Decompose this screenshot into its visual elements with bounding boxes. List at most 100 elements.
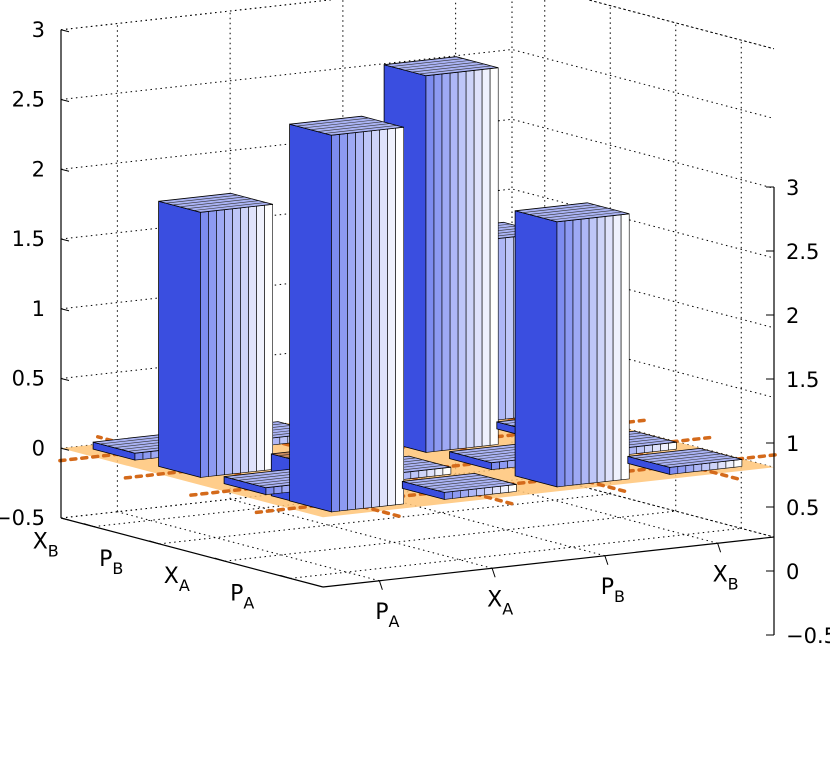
bar-face-front-stripe xyxy=(669,466,679,475)
bar-face-front-stripe xyxy=(588,217,598,484)
bar-face-front-stripe xyxy=(491,461,500,470)
bar-face-front-stripe xyxy=(395,126,405,506)
bar-face-front-stripe xyxy=(620,213,630,481)
col-tick xyxy=(378,580,383,590)
row-tick-label: PB xyxy=(99,547,123,578)
bar-top-stripe xyxy=(317,123,390,132)
bar-face-front-stripe xyxy=(265,486,275,495)
bar-top-stripe xyxy=(398,60,471,69)
bar-face-front-stripe xyxy=(134,451,144,461)
bar-face-front-stripe xyxy=(685,464,695,473)
bar-face-front-stripe xyxy=(483,486,493,496)
bar-face-front-stripe xyxy=(200,211,209,478)
bar-0-2 xyxy=(514,202,630,488)
bars xyxy=(92,56,743,513)
z-tick-left xyxy=(60,238,70,242)
bar-face-front-stripe xyxy=(489,67,499,446)
bar-top-stripe xyxy=(310,121,383,131)
grid-line-z xyxy=(60,118,775,189)
row-tick-label: PA xyxy=(230,581,254,612)
bar-face-front-stripe xyxy=(371,129,380,508)
bar-face-front-stripe xyxy=(142,451,152,460)
bar-face-front-stripe xyxy=(433,73,443,452)
bar-face-front-stripe xyxy=(347,132,356,511)
bar-top-stripe xyxy=(522,204,595,213)
bar-top-stripe xyxy=(165,194,238,204)
bar-face-front-stripe xyxy=(273,485,283,495)
col-axis-line xyxy=(322,536,775,588)
bar-top-stripe xyxy=(418,65,492,75)
row-tick xyxy=(280,574,291,579)
bar-face-front-stripe xyxy=(465,70,475,449)
grid-line-z xyxy=(60,0,775,50)
bar-face-front-stripe xyxy=(604,215,614,482)
bar-0-0 xyxy=(289,115,405,513)
bar-face-front-stripe xyxy=(475,487,485,497)
bar-face-front-stripe xyxy=(441,72,451,451)
bar-face-front-stripe xyxy=(331,134,340,513)
bar-face-front-stripe xyxy=(467,488,477,498)
row-axis-line xyxy=(60,517,324,588)
bar-face-front-stripe xyxy=(459,489,469,498)
z-tick-label-left: 0 xyxy=(32,436,45,460)
bar-top-stripe xyxy=(655,455,728,465)
bar-face-front-stripe xyxy=(677,465,687,474)
z-tick-label-left: 1 xyxy=(32,297,45,321)
z-tick-label-right: 3 xyxy=(786,176,799,200)
bar-face-front-stripe xyxy=(492,485,501,495)
grid-line-floor-row xyxy=(224,510,676,562)
grid-line-floor-row xyxy=(290,527,742,579)
axes-front xyxy=(60,29,775,635)
bar-top-stripe xyxy=(549,211,623,221)
bar-top-stripe xyxy=(416,476,489,486)
z-tick-left xyxy=(60,447,70,451)
z-tick-label-left: 2 xyxy=(32,157,45,181)
grid-line-z xyxy=(60,467,775,538)
z-tick-left xyxy=(60,168,70,172)
col-tick-label: PB xyxy=(601,575,625,606)
bar-top-stripe xyxy=(172,196,245,206)
box-edge-dotted xyxy=(586,0,775,50)
z-tick-label-left: 3 xyxy=(32,18,45,42)
z-tick-left xyxy=(60,99,70,102)
bar-face-front-stripe xyxy=(379,128,388,507)
bar-top-stripe xyxy=(296,117,369,127)
grid-line-z xyxy=(60,48,775,119)
bar-0-3 xyxy=(627,447,743,475)
bar-top-stripe xyxy=(634,449,708,459)
col-tick-label: XA xyxy=(487,587,513,618)
bar-face-front-stripe xyxy=(240,206,249,474)
bar-top-stripe xyxy=(193,202,266,211)
bar-0-1 xyxy=(401,472,517,500)
bar-face-front-stripe xyxy=(660,442,669,452)
bar-face-front-stripe xyxy=(725,459,735,469)
bar-face-front-stripe xyxy=(596,216,606,483)
bar-top-stripe xyxy=(186,200,259,209)
col-axis-labels: PA XA PB XB xyxy=(375,543,739,631)
z-tick-label-right: 0.5 xyxy=(786,496,819,520)
row-tick-label: XA xyxy=(164,564,190,595)
bar-face-front-stripe xyxy=(425,74,435,453)
row-axis-labels: PA XA PB XB xyxy=(33,523,291,612)
row-tick xyxy=(149,540,160,545)
z-tick-left xyxy=(60,378,70,381)
col-tick-label: XB xyxy=(713,562,739,593)
bar-face-front-stripe xyxy=(499,460,508,470)
bar-face-front-stripe xyxy=(208,210,217,477)
bar-face-front-stripe xyxy=(668,441,677,451)
bar-face-left xyxy=(514,210,558,488)
bar-face-front-stripe xyxy=(612,214,622,482)
col-tick xyxy=(717,543,722,553)
bar-face-front-stripe xyxy=(442,466,452,476)
row-tick xyxy=(214,557,225,562)
bar-top-stripe xyxy=(303,119,376,129)
bar-face-front-stripe xyxy=(451,490,461,499)
bar-top-stripe xyxy=(409,474,482,484)
bar-top-stripe xyxy=(437,482,510,491)
bar-face-front-stripe xyxy=(508,484,517,493)
bar-top-stripe xyxy=(391,58,464,67)
z-tick-label-left: −0.5 xyxy=(0,506,45,530)
z-axis-left: 3 2.5 2 1.5 1 0.5 0 −0.5 xyxy=(0,18,70,530)
bar-top-stripe xyxy=(423,478,496,488)
z-tick-label-left: 0.5 xyxy=(12,367,45,391)
